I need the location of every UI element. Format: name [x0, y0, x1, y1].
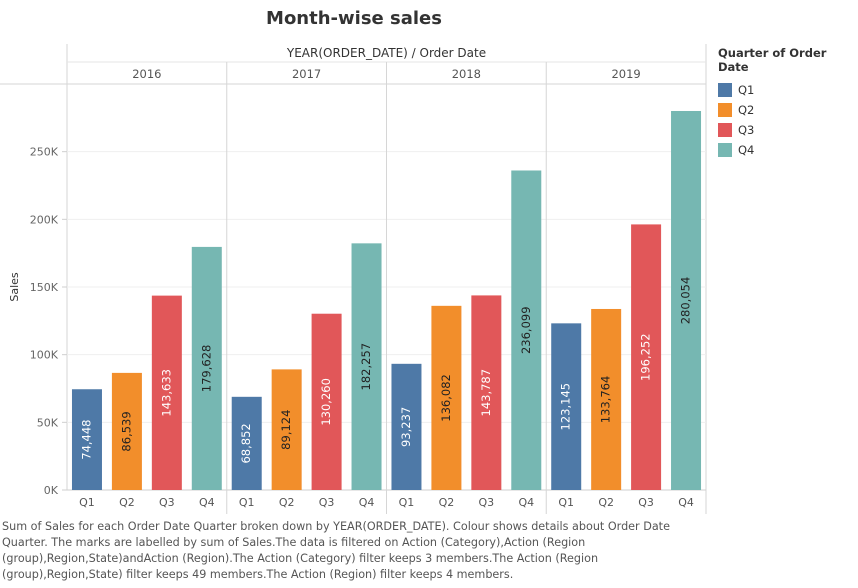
- bar-2016-q2: [111, 372, 142, 490]
- y-tick-label: 200K: [30, 213, 59, 226]
- y-tick-label: 150K: [30, 281, 59, 294]
- x-tick-label: Q3: [638, 496, 654, 509]
- bar-2019-q1: [551, 323, 582, 490]
- legend-label: Q4: [738, 143, 755, 157]
- x-tick-label: Q4: [518, 496, 534, 509]
- bar-data-label: 179,628: [199, 345, 213, 393]
- bar-2016-q4: [191, 246, 222, 490]
- bar-2017-q2: [271, 369, 302, 490]
- bar-data-label: 143,787: [479, 369, 493, 417]
- bar-2016-q3: [151, 295, 182, 490]
- legend-swatch: [718, 143, 732, 157]
- year-header-2016: 2016: [132, 67, 161, 81]
- bar-data-label: 86,539: [119, 411, 133, 451]
- legend-item-q1[interactable]: Q1: [718, 80, 858, 100]
- legend-label: Q1: [738, 83, 755, 97]
- bar-2016-q1: [71, 389, 102, 490]
- y-tick-label: 100K: [30, 349, 59, 362]
- legend-label: Q3: [738, 123, 755, 137]
- x-tick-label: Q4: [678, 496, 694, 509]
- legend-swatch: [718, 103, 732, 117]
- bar-data-label: 68,852: [239, 423, 253, 463]
- bar-2018-q4: [511, 170, 542, 490]
- bar-data-label: 130,260: [319, 378, 333, 426]
- bar-data-label: 89,124: [279, 410, 293, 450]
- bar-data-label: 182,257: [359, 343, 373, 391]
- legend-item-q4[interactable]: Q4: [718, 140, 858, 160]
- bar-2017-q1: [231, 396, 262, 490]
- x-tick-label: Q1: [399, 496, 415, 509]
- x-tick-label: Q4: [199, 496, 215, 509]
- chart-title: Month-wise sales: [266, 8, 442, 29]
- year-header-2017: 2017: [292, 67, 321, 81]
- legend: Quarter of Order Date Q1 Q2 Q3 Q4: [718, 46, 858, 160]
- bar-data-label: 280,054: [679, 277, 693, 325]
- x-tick-label: Q3: [319, 496, 335, 509]
- x-tick-label: Q2: [439, 496, 455, 509]
- legend-swatch: [718, 123, 732, 137]
- x-tick-label: Q4: [359, 496, 375, 509]
- x-tick-label: Q2: [279, 496, 295, 509]
- bar-2017-q4: [351, 243, 382, 490]
- legend-item-q2[interactable]: Q2: [718, 100, 858, 120]
- bar-data-label: 74,448: [79, 419, 93, 459]
- x-tick-label: Q1: [79, 496, 95, 509]
- bar-2018-q3: [471, 295, 502, 490]
- bar-data-label: 143,633: [159, 369, 173, 417]
- bar-chart: YEAR(ORDER_DATE) / Order Date 0K 50K 100K 15…: [0, 44, 707, 514]
- x-tick-label: Q1: [239, 496, 255, 509]
- chart-caption: Sum of Sales for each Order Date Quarter…: [2, 520, 670, 581]
- x-tick-label: Q1: [558, 496, 574, 509]
- x-tick-label: Q2: [598, 496, 614, 509]
- y-tick-label: 250K: [30, 146, 59, 159]
- x-tick-label: Q3: [159, 496, 175, 509]
- x-tick-label: Q2: [119, 496, 135, 509]
- column-header: YEAR(ORDER_DATE) / Order Date: [286, 46, 486, 60]
- bar-data-label: 136,082: [439, 374, 453, 422]
- x-tick-label: Q3: [479, 496, 495, 509]
- bar-data-label: 133,764: [599, 376, 613, 424]
- legend-item-q3[interactable]: Q3: [718, 120, 858, 140]
- bar-2019-q2: [591, 308, 622, 490]
- year-header-2018: 2018: [452, 67, 481, 81]
- bar-2019-q4: [671, 110, 702, 490]
- legend-label: Q2: [738, 103, 755, 117]
- bar-2017-q3: [311, 313, 342, 490]
- y-axis-label: Sales: [8, 272, 21, 302]
- bar-data-label: 123,145: [559, 383, 573, 431]
- legend-title: Quarter of Order Date: [718, 46, 827, 74]
- y-tick-label: 0K: [44, 484, 59, 497]
- year-header-2019: 2019: [611, 67, 640, 81]
- bar-data-label: 196,252: [639, 333, 653, 381]
- bar-2018-q2: [431, 305, 462, 490]
- bar-data-label: 236,099: [519, 306, 533, 354]
- bar-data-label: 93,237: [399, 407, 413, 447]
- bar-2019-q3: [631, 224, 662, 490]
- y-tick-label: 50K: [37, 416, 59, 429]
- bar-2018-q1: [391, 363, 422, 490]
- legend-swatch: [718, 83, 732, 97]
